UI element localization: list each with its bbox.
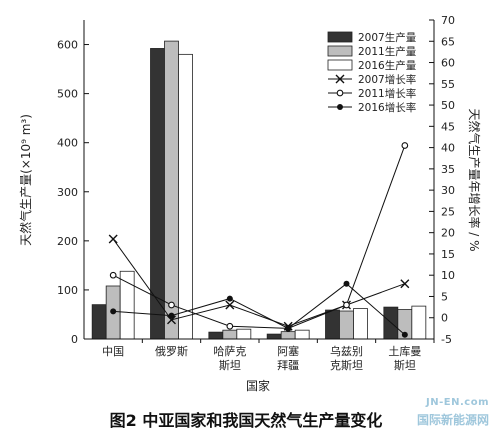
watermark-logo: JN-EN.com 国际新能源网 bbox=[397, 395, 489, 431]
y-left-tick-label: 400 bbox=[57, 137, 78, 150]
y-right-tick-label: 10 bbox=[441, 269, 455, 282]
bar-2016生产量 bbox=[411, 305, 427, 340]
category-label: 乌兹别 bbox=[330, 344, 363, 358]
axes-layer: 0 100 200 300 400 500 600 -5 0 5 10 15 20 25 30 35 40 45 5… bbox=[57, 14, 455, 372]
y-right-tick-label: 5 bbox=[441, 290, 448, 303]
point-2011增长率 bbox=[168, 301, 175, 309]
y-right-tick-label: 30 bbox=[441, 184, 455, 197]
bar-2016生产量 bbox=[119, 270, 135, 340]
category-label: 拜疆 bbox=[277, 359, 299, 372]
growth-lines-layer bbox=[108, 142, 410, 338]
bar-2011生产量 bbox=[339, 310, 354, 340]
gas-production-chart: 0 100 200 300 400 500 600 -5 0 5 10 15 20 25 30 35 40 45 5… bbox=[18, 14, 482, 393]
y-right-tick-label: 70 bbox=[441, 14, 455, 27]
y-right-tick-label: 35 bbox=[441, 163, 455, 176]
legend-swatch bbox=[327, 59, 353, 71]
point-2016增长率 bbox=[168, 312, 175, 319]
bar-2007生产量 bbox=[325, 309, 340, 340]
y-axis-left-title: 天然气生产量(×10⁹ m³) bbox=[18, 114, 33, 246]
bar-2007生产量 bbox=[208, 331, 224, 340]
legend-marker bbox=[335, 74, 345, 84]
line-2011增长率 bbox=[112, 145, 406, 329]
category-label: 俄罗斯 bbox=[155, 345, 188, 358]
point-2007增长率 bbox=[400, 279, 410, 289]
y-left-tick-label: 200 bbox=[57, 235, 78, 248]
category-label: 斯坦 bbox=[219, 358, 241, 372]
bar-2011生产量 bbox=[164, 40, 179, 340]
category-label: 阿塞 bbox=[277, 344, 299, 358]
y-right-tick-label: 60 bbox=[441, 57, 455, 70]
legend: 2007生产量2011生产量2016生产量2007增长率2011增长率2016增… bbox=[327, 31, 417, 114]
y-left-tick-label: 600 bbox=[57, 39, 78, 52]
point-2016增长率 bbox=[226, 295, 233, 302]
category-label: 斯坦 bbox=[394, 358, 416, 372]
legend-label: 2011增长率 bbox=[358, 87, 416, 100]
legend-marker bbox=[337, 104, 343, 110]
point-2016增长率 bbox=[343, 280, 350, 287]
y-right-tick-label: 0 bbox=[441, 312, 448, 325]
y-right-tick-label: 50 bbox=[441, 99, 455, 112]
point-2007增长率 bbox=[225, 300, 235, 310]
y-right-tick-label: 45 bbox=[441, 120, 455, 133]
y-left-tick-label: 300 bbox=[57, 186, 78, 199]
bar-2007生产量 bbox=[91, 304, 107, 340]
legend-label: 2007生产量 bbox=[358, 31, 417, 44]
legend-label: 2016增长率 bbox=[358, 101, 416, 114]
bar-2011生产量 bbox=[222, 329, 238, 340]
y-left-tick-label: 500 bbox=[57, 88, 78, 101]
y-right-tick-label: 20 bbox=[441, 227, 455, 240]
y-axis-right-title: 天然气生产量年增长率 / % bbox=[467, 108, 482, 251]
category-label: 中国 bbox=[102, 345, 124, 358]
category-label: 克斯坦 bbox=[330, 358, 363, 372]
y-left-tick-label: 0 bbox=[71, 333, 78, 346]
y-right-tick-label: 25 bbox=[441, 205, 455, 218]
category-label: 哈萨克 bbox=[213, 345, 246, 358]
line-2016增长率 bbox=[113, 283, 406, 336]
y-right-tick-label: 65 bbox=[441, 35, 455, 48]
bar-2016生产量 bbox=[353, 308, 368, 340]
y-right-tick-label: 40 bbox=[441, 142, 455, 155]
bar-2016生产量 bbox=[236, 328, 252, 340]
point-2016增长率 bbox=[401, 331, 408, 338]
watermark-name: 国际新能源网 bbox=[416, 413, 489, 427]
watermark-site: JN-EN.com bbox=[426, 397, 489, 408]
point-2016增长率 bbox=[110, 308, 117, 315]
legend-label: 2016生产量 bbox=[358, 59, 417, 72]
point-2011增长率 bbox=[226, 322, 234, 330]
legend-label: 2011生产量 bbox=[358, 45, 417, 58]
bar-2016生产量 bbox=[294, 329, 310, 340]
point-2011增长率 bbox=[401, 142, 409, 149]
figure-caption: 图2 中亚国家和我国天然气生产量变化 bbox=[109, 411, 383, 430]
y-right-tick-label: 15 bbox=[441, 248, 455, 261]
legend-marker bbox=[336, 89, 344, 97]
bar-2011生产量 bbox=[280, 331, 296, 340]
point-2007增长率 bbox=[108, 234, 118, 244]
point-2007增长率 bbox=[167, 315, 176, 325]
y-left-tick-label: 100 bbox=[57, 284, 78, 297]
y-right-tick-label: 55 bbox=[441, 78, 455, 91]
point-2011增长率 bbox=[109, 271, 117, 279]
category-label: 土库曼 bbox=[388, 345, 421, 358]
bar-2007生产量 bbox=[266, 333, 282, 340]
x-axis-title: 国家 bbox=[246, 378, 270, 393]
line-2007增长率 bbox=[112, 238, 406, 327]
bar-2016生产量 bbox=[178, 53, 193, 340]
legend-label: 2007增长率 bbox=[358, 73, 416, 86]
legend-swatch bbox=[327, 45, 353, 57]
point-2011增长率 bbox=[343, 301, 350, 309]
legend-swatch bbox=[327, 31, 353, 43]
y-right-tick-label: -5 bbox=[441, 333, 452, 346]
point-2016增长率 bbox=[285, 325, 292, 332]
